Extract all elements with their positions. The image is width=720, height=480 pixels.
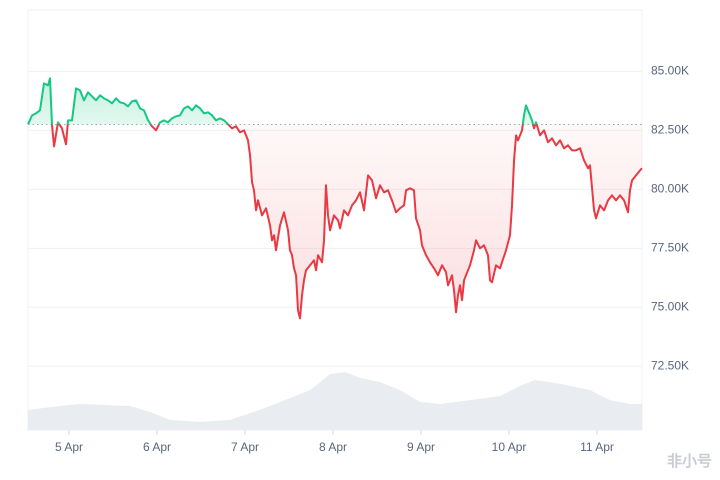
x-tick-label: 8 Apr bbox=[319, 440, 347, 454]
y-tick-label: 72.50K bbox=[651, 358, 689, 372]
x-tick-label: 7 Apr bbox=[231, 440, 259, 454]
price-area bbox=[28, 78, 642, 319]
plot-frame bbox=[27, 9, 643, 431]
x-tick-label: 9 Apr bbox=[407, 440, 435, 454]
price-line bbox=[27, 77, 643, 320]
x-tick-label: 11 Apr bbox=[580, 440, 614, 454]
y-tick-label: 85.00K bbox=[651, 64, 689, 78]
x-tick-label: 5 Apr bbox=[55, 440, 83, 454]
volume-area bbox=[28, 372, 642, 430]
x-tick-label: 6 Apr bbox=[143, 440, 171, 454]
y-tick-label: 75.00K bbox=[651, 299, 689, 313]
y-tick-label: 77.50K bbox=[651, 240, 689, 254]
watermark: 非小号 bbox=[667, 452, 712, 470]
y-tick-label: 82.50K bbox=[651, 123, 689, 137]
x-tick-label: 10 Apr bbox=[492, 440, 527, 454]
y-tick-label: 80.00K bbox=[651, 181, 689, 195]
